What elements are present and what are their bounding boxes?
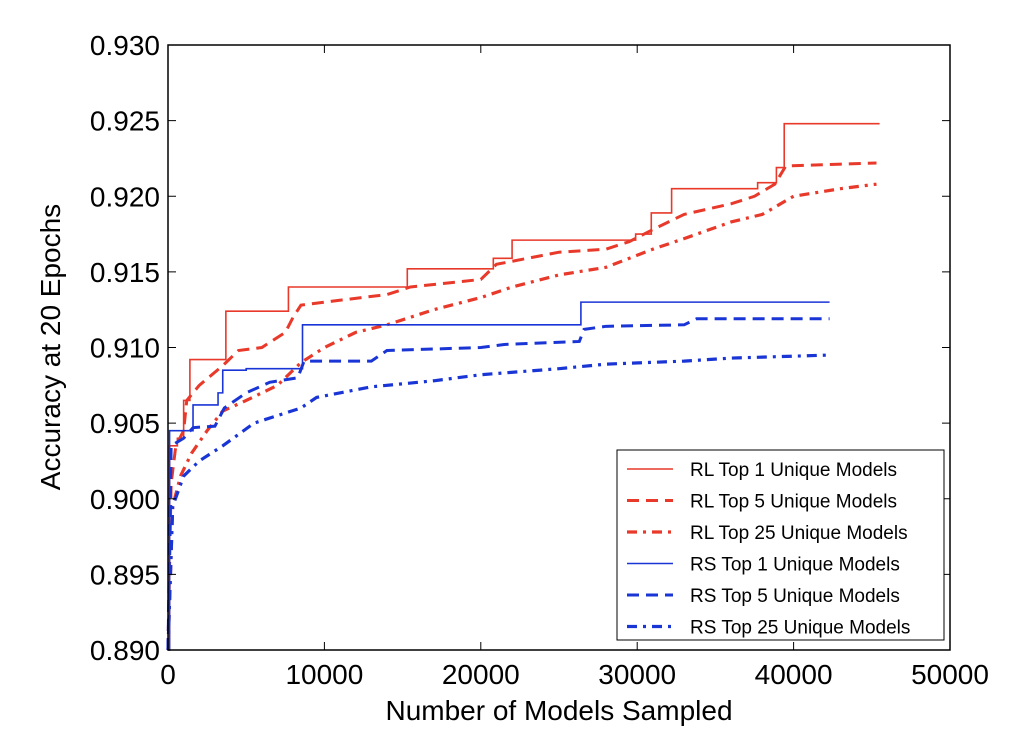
ticks-layer: 0 10000 20000 30000 40000 50000 0.890 0.895 0.90… — [90, 30, 989, 690]
y-tick-label: 0.920 — [90, 181, 160, 212]
x-tick-label: 50000 — [911, 659, 989, 690]
series-rl-top-25-unique-models — [166, 182, 877, 651]
legend-label: RS Top 25 Unique Models — [690, 618, 910, 639]
y-tick-label: 0.905 — [90, 408, 160, 439]
legend-label: RS Top 1 Unique Models — [690, 555, 900, 576]
series-rs-top-5-unique-models — [166, 317, 830, 651]
y-tick-label: 0.895 — [90, 559, 160, 590]
x-tick-label: 0 — [160, 659, 176, 690]
y-axis-label: Accuracy at 20 Epochs — [35, 204, 66, 490]
x-tick-label: 10000 — [285, 659, 363, 690]
series-rs-top-25-unique-models — [166, 353, 830, 651]
x-tick-label: 40000 — [755, 659, 833, 690]
legend-label: RL Top 1 Unique Models — [690, 460, 897, 481]
y-tick-label: 0.925 — [90, 106, 160, 137]
y-tick-label: 0.930 — [90, 30, 160, 61]
y-tick-label: 0.890 — [90, 635, 160, 666]
x-tick-label: 20000 — [442, 659, 520, 690]
series-rs-top-1-unique-models — [168, 301, 830, 651]
series-rl-top-5-unique-models — [166, 161, 877, 651]
x-tick-label: 30000 — [598, 659, 676, 690]
y-tick-label: 0.900 — [90, 484, 160, 515]
legend-label: RL Top 5 Unique Models — [690, 492, 897, 513]
legend-box — [616, 449, 945, 641]
y-tick-label: 0.915 — [90, 257, 160, 288]
legend-label: RL Top 25 Unique Models — [690, 523, 908, 544]
legend-label: RS Top 5 Unique Models — [690, 586, 900, 607]
y-tick-label: 0.910 — [90, 333, 160, 364]
series-layer — [166, 122, 880, 651]
x-axis-label: Number of Models Sampled — [385, 695, 732, 726]
legend: RL Top 1 Unique Models RL Top 5 Unique Mo… — [616, 449, 945, 641]
